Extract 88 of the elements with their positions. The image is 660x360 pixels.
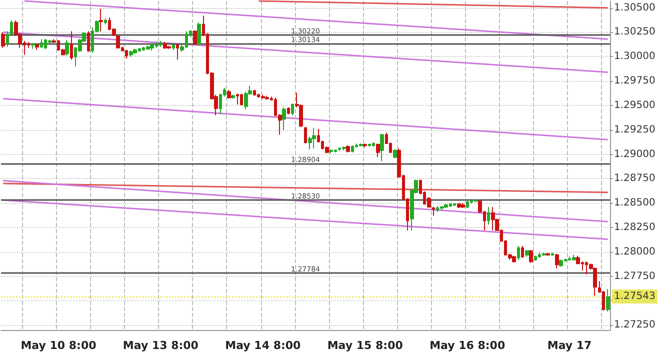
candlestick: [176, 43, 179, 60]
candlestick: [534, 255, 537, 262]
candlestick: [474, 198, 478, 203]
candlestick: [606, 288, 610, 312]
candlestick: [291, 103, 294, 116]
y-tick-label: 1.29250: [614, 124, 656, 136]
y-tick-label: 1.27250: [614, 320, 656, 331]
candlestick: [65, 40, 69, 56]
x-tick-label: May 15 8:00: [327, 339, 404, 352]
candlestick: [521, 246, 524, 258]
candlestick: [346, 144, 350, 153]
candlestick: [461, 202, 465, 208]
y-tick-label: 1.27750: [614, 270, 656, 282]
candlestick: [525, 249, 529, 258]
y-tick-label: 1.30500: [614, 2, 656, 14]
candlestick: [363, 143, 367, 148]
candlestick: [359, 143, 363, 147]
candlestick: [529, 249, 533, 264]
candlestick: [440, 206, 444, 210]
candlestick: [546, 252, 550, 256]
candlestick: [159, 40, 162, 48]
candlestick: [466, 200, 469, 208]
candlestick: [559, 259, 563, 268]
candlestick: [512, 255, 516, 264]
candlestick: [555, 253, 559, 269]
candlestick: [163, 42, 167, 50]
x-tick-label: May 17: [547, 339, 592, 352]
candlestick: [453, 202, 456, 207]
candlestick: [517, 246, 520, 260]
candlestick: [129, 50, 133, 58]
candlestick: [125, 49, 128, 60]
candlestick: [491, 206, 495, 231]
y-tick-label: 1.29000: [614, 148, 656, 160]
candlestick: [376, 143, 380, 158]
candlestick: [304, 126, 307, 144]
candlestick: [393, 148, 397, 159]
candlestick: [1, 32, 5, 48]
candlestick: [312, 127, 316, 149]
candlestick: [150, 43, 154, 52]
candlestick: [231, 94, 235, 100]
candlestick: [167, 45, 171, 50]
candlestick: [70, 30, 73, 60]
candlestick: [265, 95, 269, 100]
candlestick: [40, 38, 43, 48]
ref-line-label: 1.27543: [614, 291, 656, 302]
y-tick-label: 1.28750: [614, 173, 656, 184]
x-tick-label: May 10 8:00: [20, 339, 97, 352]
candlestick: [329, 148, 333, 154]
candlestick: [240, 93, 243, 106]
candlestick: [104, 18, 107, 25]
candlestick: [542, 252, 546, 256]
x-tick-label: May 14 8:00: [225, 339, 302, 352]
candlestick: [487, 206, 490, 226]
candlestick: [227, 89, 231, 100]
candlestick: [172, 43, 175, 50]
y-tick-label: 1.29750: [614, 76, 656, 87]
candlestick: [193, 30, 197, 44]
x-tick-label: May 13 8:00: [122, 339, 199, 352]
candlestick: [444, 204, 448, 208]
y-tick-label: 1.30000: [614, 51, 656, 62]
y-tick-label: 1.29500: [614, 100, 656, 111]
candlestick: [35, 43, 39, 50]
candlestick: [432, 206, 435, 216]
candlestick: [351, 144, 354, 153]
candlestick: [261, 94, 265, 100]
candlestick: [31, 42, 35, 50]
candlestick: [572, 254, 576, 262]
x-tick-label: May 16 8:00: [430, 339, 506, 352]
candlestick: [287, 106, 290, 115]
candlestick: [380, 133, 384, 162]
candlestick: [368, 143, 371, 147]
y-tick-label: 1.28250: [614, 222, 656, 233]
candlestick: [372, 142, 375, 147]
candlestick: [87, 30, 90, 52]
candlestick: [99, 8, 103, 32]
candlestick: [197, 22, 201, 46]
y-tick-label: 1.30250: [614, 26, 656, 38]
candlestick: [253, 89, 256, 96]
y-tick-label: 1.28000: [614, 246, 656, 258]
candlestick: [551, 252, 554, 256]
candlestick: [282, 106, 286, 130]
y-tick-label: 1.28500: [614, 198, 656, 209]
candlestick: [133, 48, 137, 54]
candlestick: [593, 267, 597, 296]
candlestick: [236, 93, 239, 105]
candlestick: [342, 146, 346, 151]
candlestick: [146, 45, 150, 50]
candlestick: [457, 202, 461, 208]
